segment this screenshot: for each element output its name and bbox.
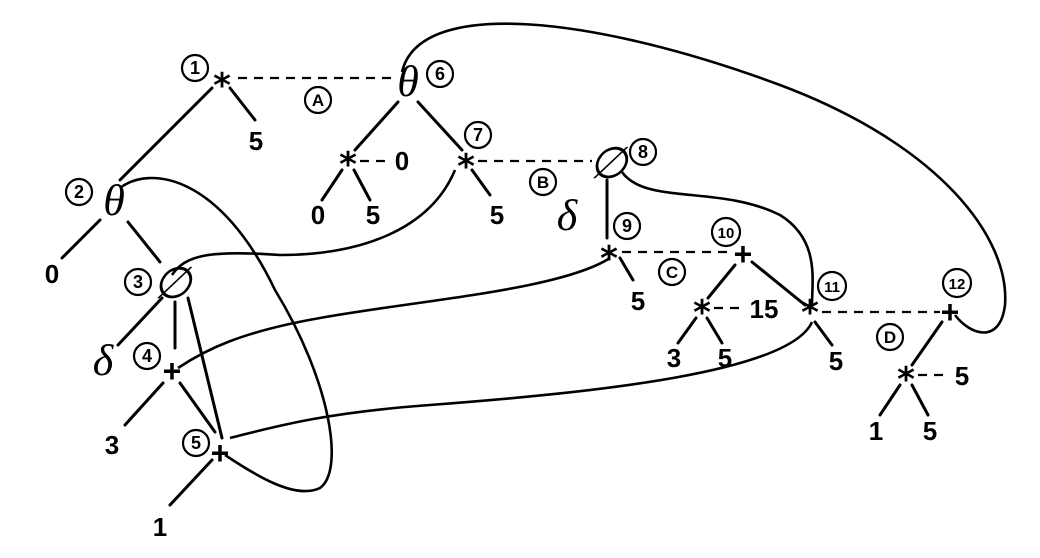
inner-c-operator: * [693,293,711,333]
match-label-c: C [657,257,687,287]
match-label-b: B [528,167,558,197]
edge-innerD-1 [878,383,902,417]
svg-text:3: 3 [133,272,143,292]
leaf-node4-3: 3 [105,430,119,460]
edge-10-innerC [706,263,737,300]
edge-7-5 [470,168,492,197]
edge-innerA-0 [320,168,344,202]
leaf-node1-5: 5 [249,126,263,156]
inner-a-operator: * [339,145,357,185]
node-number-10: 10 [710,216,742,248]
svg-text:B: B [537,173,549,192]
node-3-operator: ∅ [153,259,193,308]
inner-d-operator: * [897,360,915,400]
inner-c-value: 15 [750,294,779,324]
leaf-node2-0: 0 [45,259,59,289]
node-number-5: 5 [181,428,211,458]
node-8-operator: ∅ [589,139,629,188]
edge-innerD-5 [910,383,930,417]
inner-d-value: 5 [955,361,969,391]
curve-6-12 [400,22,1007,334]
leaf-node3-delta: δ [93,336,115,385]
edge-1-2 [118,86,214,182]
node-4-operator: + [163,353,182,389]
svg-text:D: D [884,328,896,347]
node-number-11: 11 [816,270,848,302]
node-number-9: 9 [612,211,642,241]
svg-text:4: 4 [142,346,152,366]
leaf-node8-delta: δ [557,191,579,240]
inner-a-child-right: 5 [366,200,380,230]
match-label-a: A [303,85,333,115]
edge-2-3 [126,220,162,264]
node-1-operator: * [213,66,231,106]
node-number-4: 4 [132,341,162,371]
match-label-d: D [875,322,905,352]
leaf-node9-5: 5 [631,286,645,316]
node-number-12: 12 [941,267,973,299]
edge-2-0 [60,218,102,260]
inner-c-child-right: 5 [718,343,732,373]
edge-4-5 [178,381,217,434]
curve-11-5 [229,321,814,440]
svg-text:5: 5 [191,433,201,453]
node-12-operator: + [941,294,960,330]
edge-5-1 [168,458,214,507]
inner-a-child-left: 0 [311,200,325,230]
edge-innerC-3 [676,316,698,345]
inner-d-child-left: 1 [869,416,883,446]
edge-innerC-5 [705,316,724,345]
inner-c-child-left: 3 [667,343,681,373]
svg-text:11: 11 [824,279,840,296]
inner-d-child-right: 5 [923,416,937,446]
edge-6-inner [353,100,400,152]
edge-1-5 [228,86,257,122]
curve-9-4 [177,256,611,370]
curve-8-11 [620,171,814,306]
svg-text:1: 1 [190,58,200,78]
svg-text:2: 2 [74,182,84,202]
edge-innerA-5 [352,168,372,202]
node-number-8: 8 [628,137,658,167]
node-number-6: 6 [425,59,455,89]
inner-a-value: 0 [395,146,409,176]
node-9-operator: * [600,239,618,279]
edge-12-innerD [910,320,944,367]
svg-text:C: C [666,263,678,282]
leaf-node5-1: 1 [153,512,167,542]
leaf-node7-5: 5 [490,200,504,230]
node-number-1: 1 [180,53,210,83]
node-6-operator: θ [397,57,419,106]
node-11-operator: * [801,293,819,333]
edge-11-5 [813,320,834,347]
node-10-operator: + [734,236,753,272]
edge-4-3 [123,381,165,427]
node-number-2: 2 [64,177,94,207]
curve-7-3 [170,169,457,276]
svg-text:12: 12 [949,276,966,293]
node-5-operator: + [211,435,230,471]
edge-9-5 [618,256,635,282]
svg-text:A: A [312,91,324,110]
node-2-operator: θ [103,176,125,225]
svg-text:7: 7 [473,125,483,145]
svg-text:9: 9 [622,216,632,236]
loop-2-5 [119,176,334,493]
node-number-7: 7 [463,120,493,150]
svg-text:6: 6 [435,64,445,84]
node-number-3: 3 [123,267,153,297]
leaf-node11-5: 5 [829,346,843,376]
node-7-operator: * [457,147,475,187]
edge-6-7 [416,100,464,152]
svg-text:8: 8 [638,142,648,162]
svg-text:10: 10 [718,225,735,242]
edge-10-11 [750,260,807,307]
edge-3-5 [186,296,224,440]
edge-3-delta [116,296,164,347]
